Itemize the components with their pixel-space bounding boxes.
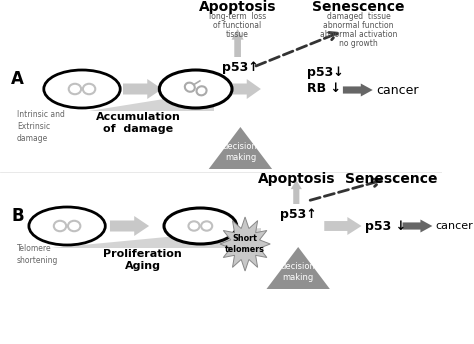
Text: Senescence: Senescence xyxy=(312,0,405,14)
Polygon shape xyxy=(402,219,432,233)
Text: Telomere
shortening: Telomere shortening xyxy=(17,244,58,265)
Text: Senescence: Senescence xyxy=(345,172,438,186)
Text: damaged  tissue: damaged tissue xyxy=(327,12,391,21)
Polygon shape xyxy=(220,217,270,271)
Text: cancer: cancer xyxy=(435,221,473,231)
Polygon shape xyxy=(343,84,373,97)
Polygon shape xyxy=(123,79,162,99)
Polygon shape xyxy=(89,91,214,111)
Text: Apoptosis: Apoptosis xyxy=(257,172,335,186)
Text: p53↑: p53↑ xyxy=(222,61,259,74)
Text: RB ↓: RB ↓ xyxy=(308,82,341,95)
Ellipse shape xyxy=(159,70,232,108)
Polygon shape xyxy=(209,127,272,169)
Ellipse shape xyxy=(29,207,105,245)
Text: tissue: tissue xyxy=(226,30,249,39)
Text: Apoptosis: Apoptosis xyxy=(199,0,276,14)
Ellipse shape xyxy=(164,208,237,244)
Text: cancer: cancer xyxy=(376,84,419,97)
Text: A: A xyxy=(11,70,24,88)
Text: no growth: no growth xyxy=(339,39,378,48)
Text: decision
making: decision making xyxy=(281,262,316,282)
Text: Accumulation
of  damage: Accumulation of damage xyxy=(95,112,180,135)
Text: decision
making: decision making xyxy=(223,142,258,162)
Text: p53 ↓: p53 ↓ xyxy=(365,219,406,233)
Text: p53↑: p53↑ xyxy=(280,208,317,221)
Polygon shape xyxy=(291,180,302,204)
Polygon shape xyxy=(232,29,244,57)
Text: p53↓: p53↓ xyxy=(308,66,344,79)
Text: of functional: of functional xyxy=(213,21,262,30)
Polygon shape xyxy=(324,217,362,235)
Text: abnormal function: abnormal function xyxy=(323,21,394,30)
Polygon shape xyxy=(51,228,261,248)
Text: Intrinsic and
Extrinsic
damage: Intrinsic and Extrinsic damage xyxy=(17,110,64,143)
Text: Proliferation
Aging: Proliferation Aging xyxy=(103,249,182,271)
Polygon shape xyxy=(266,247,330,289)
Text: long-term  loss: long-term loss xyxy=(209,12,266,21)
Polygon shape xyxy=(110,216,149,236)
Text: Short
telomers: Short telomers xyxy=(225,234,265,254)
Text: B: B xyxy=(11,207,24,225)
Ellipse shape xyxy=(44,70,120,108)
Polygon shape xyxy=(224,79,261,99)
Text: abnormal activation: abnormal activation xyxy=(320,30,397,39)
